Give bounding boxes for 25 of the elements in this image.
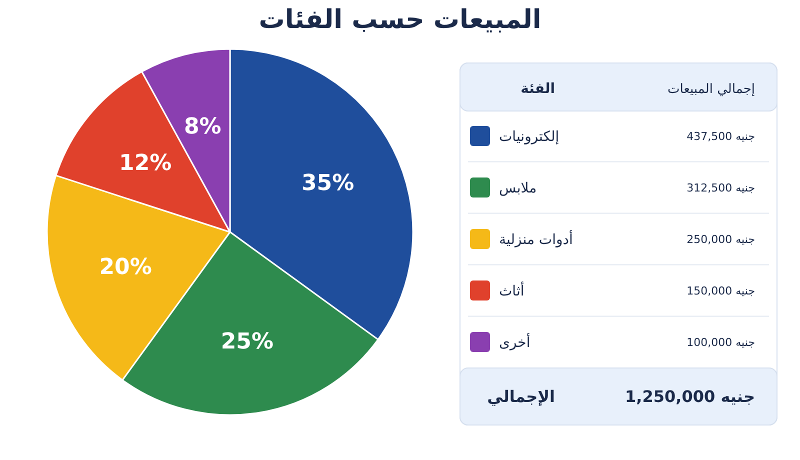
legend-label: أدوات منزلية	[499, 230, 573, 248]
text: جنيه 250,000	[686, 233, 755, 246]
data-label: 20%	[99, 254, 152, 280]
text: الإجمالي	[487, 387, 555, 406]
text: إجمالي المبيعات	[668, 82, 755, 97]
text: جنيه 312,500	[686, 182, 755, 194]
data-label: 25%	[220, 329, 274, 354]
legend-label: ملابس	[499, 180, 537, 196]
legend-label: إلكترونيات	[499, 129, 560, 145]
text: جنيه 1,250,000	[625, 387, 755, 406]
text: جنيه 437,500	[686, 130, 755, 143]
legend-item: أثاث	[470, 280, 524, 300]
data-label: 35%	[301, 171, 354, 196]
legend-item: ملابس	[470, 178, 537, 198]
legend-item: أدوات منزلية	[470, 229, 573, 249]
legend-label: أخرى	[499, 333, 530, 351]
text: جنيه 150,000	[686, 284, 755, 298]
data-label: 8%	[184, 114, 222, 140]
legend-label: أثاث	[499, 282, 524, 300]
chart-title: المبيعات حسب الفئات	[258, 5, 542, 35]
legend-item: إلكترونيات	[470, 126, 560, 146]
text: جنيه 100,000	[686, 336, 755, 349]
data-label: 12%	[119, 151, 172, 176]
legend-item: أخرى	[470, 332, 530, 352]
legend-title: الفئة	[520, 81, 555, 97]
